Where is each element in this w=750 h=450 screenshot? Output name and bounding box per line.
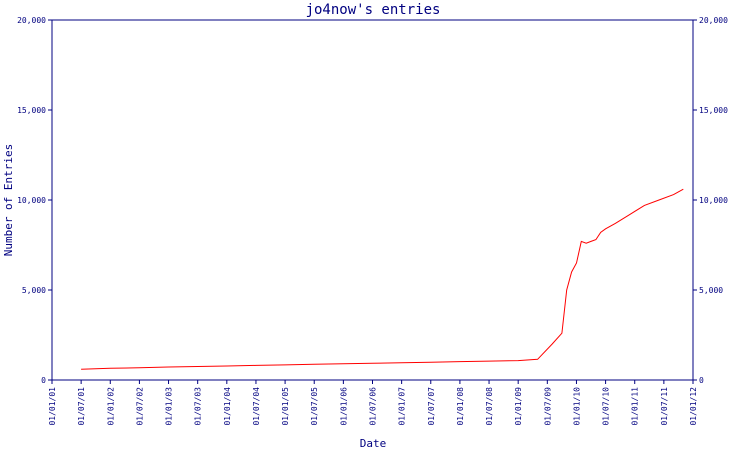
- y-tick-label-left: 20,000: [17, 16, 46, 25]
- x-tick-label: 01/01/11: [631, 387, 640, 426]
- x-tick-label: 01/01/04: [223, 387, 232, 426]
- x-tick-label: 01/07/10: [602, 387, 611, 426]
- y-tick-label-right: 15,000: [699, 106, 728, 115]
- y-tick-label-right: 10,000: [699, 196, 728, 205]
- x-tick-label: 01/07/06: [369, 387, 378, 426]
- y-tick-label-left: 15,000: [17, 106, 46, 115]
- y-tick-label-left: 10,000: [17, 196, 46, 205]
- x-tick-label: 01/01/05: [281, 387, 290, 426]
- x-axis: 01/01/01 01/07/01 01/01/02 01/07/02 01/01/03…: [48, 380, 698, 426]
- x-tick-label: 01/07/04: [252, 387, 261, 426]
- y-tick-label-left: 0: [41, 376, 46, 385]
- y-axis-right: 0 5,000 10,000 15,000 20,000: [693, 16, 728, 385]
- x-tick-label: 01/01/03: [165, 387, 174, 426]
- x-tick-label: 01/07/05: [310, 387, 319, 426]
- y-axis-left: 0 5,000 10,000 15,000 20,000: [17, 16, 52, 385]
- x-tick-label: 01/07/01: [77, 387, 86, 426]
- x-tick-label: 01/01/01: [48, 387, 57, 426]
- x-tick-label: 01/01/07: [398, 387, 407, 426]
- x-tick-label: 01/07/02: [135, 387, 144, 426]
- plot-frame: [51, 19, 694, 381]
- x-tick-label: 01/01/08: [456, 387, 465, 426]
- series-line: [81, 188, 684, 370]
- x-axis-label: Date: [360, 437, 387, 450]
- y-tick-label-left: 5,000: [22, 286, 46, 295]
- x-tick-label: 01/07/07: [427, 387, 436, 426]
- x-tick-label: 01/07/03: [194, 387, 203, 426]
- x-tick-label: 01/07/11: [660, 387, 669, 426]
- x-tick-label: 01/07/08: [485, 387, 494, 426]
- y-axis-label: Number of Entries: [2, 144, 15, 257]
- y-tick-label-right: 20,000: [699, 16, 728, 25]
- y-tick-label-right: 5,000: [699, 286, 723, 295]
- x-tick-label: 01/01/02: [106, 387, 115, 426]
- x-tick-label: 01/01/06: [339, 387, 348, 426]
- x-tick-label: 01/07/09: [543, 387, 552, 426]
- y-tick-label-right: 0: [699, 376, 704, 385]
- x-tick-label: 01/01/09: [514, 387, 523, 426]
- chart-title: jo4now's entries: [306, 2, 441, 18]
- x-tick-label: 01/01/10: [572, 387, 581, 426]
- x-tick-label: 01/01/12: [689, 387, 698, 426]
